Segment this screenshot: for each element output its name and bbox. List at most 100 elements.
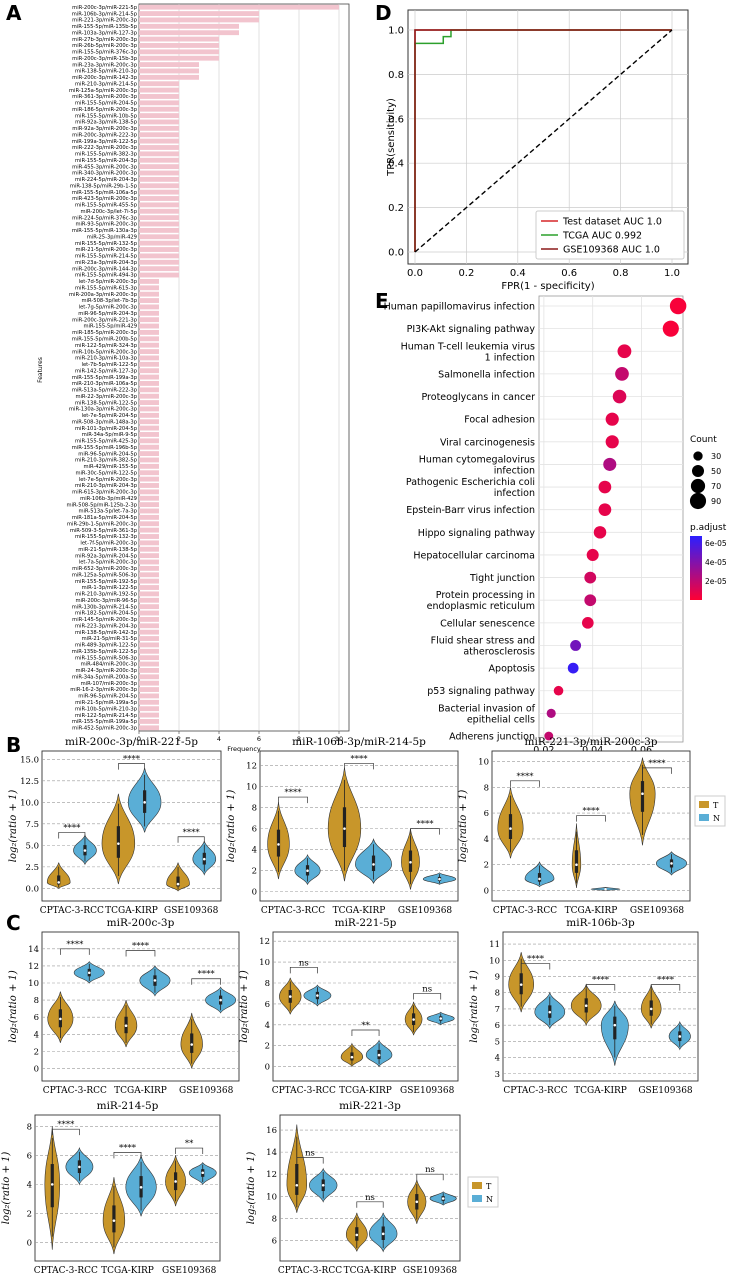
- panel-a-category-label: miR-10b-5p/miR-210-3p: [75, 706, 138, 712]
- panel-d-legend-label: GSE109368 AUC 1.0: [563, 245, 660, 256]
- panel-a-category-label: miR-210-3p/miR-10a-3p: [75, 356, 138, 362]
- panel-e-term-label: Fluid shear stress and: [431, 635, 535, 646]
- panel-a-bar: [139, 240, 179, 246]
- panel-a-bar: [139, 559, 159, 565]
- panel-a-bar: [139, 489, 159, 495]
- violin-ytick-label: 8: [265, 979, 270, 989]
- panel-a-bar: [139, 132, 179, 138]
- panel-e-dot: [586, 548, 599, 561]
- violin-ylabel: log₂(ratio + 1): [8, 970, 19, 1043]
- panel-a-category-label: miR-16-2-3p/miR-200c-3p: [70, 687, 137, 693]
- panel-a-bar: [139, 208, 179, 214]
- violin-group-label: TCGA-KIRP: [114, 1086, 167, 1096]
- violin-ytick-label: 0: [265, 1063, 270, 1073]
- violin-sig-bracket: [118, 763, 145, 770]
- violin-ytick-label: 12: [266, 1170, 277, 1180]
- violin-median: [509, 827, 512, 830]
- panel-letter-a: A: [6, 1, 22, 25]
- panel-a-category-label: miR-155-5p/miR-106a-5p: [72, 190, 138, 196]
- violin-legend-label-t: T: [486, 1182, 492, 1191]
- panel-e-term-label: Human cytomegalovirus: [419, 454, 535, 465]
- panel-a-bar: [139, 412, 159, 418]
- panel-a-category-label: miR-200c-3p/miR-144-3p: [72, 266, 138, 272]
- panel-e-count-legend-dot: [690, 478, 706, 494]
- panel-letter-c: C: [6, 911, 21, 935]
- panel-a-category-label: miR-210-3p/miR-106a-5p: [72, 381, 138, 387]
- panel-d-ytick-label: 0.4: [388, 159, 404, 170]
- panel-a-category-label: miR-185-5p/miR-200c-3p: [72, 330, 138, 336]
- panel-a-bar: [139, 138, 179, 144]
- violin-group-label: GSE109368: [403, 1266, 458, 1276]
- violin-ytick-label: 7.5: [25, 820, 39, 830]
- violin-ytick-label: 10: [246, 783, 257, 793]
- panel-a-bar: [139, 508, 159, 514]
- violin-sig-label: ns: [305, 1149, 315, 1159]
- panel-a-category-label: let-7b-5p/miR-122-5p: [82, 362, 138, 368]
- violin-ytick-label: 10: [478, 757, 489, 767]
- violin-sig-label: ns: [365, 1193, 375, 1203]
- panel-e-term-label: Salmonella infection: [438, 369, 535, 380]
- panel-a-bar: [139, 272, 179, 278]
- violin-median: [316, 994, 319, 997]
- panel-a-bar: [139, 11, 259, 16]
- panel-e-padj-legend-title: p.adjust: [690, 523, 727, 533]
- panel-a-bar: [139, 62, 199, 68]
- violin-sig-label: **: [185, 1139, 194, 1149]
- panel-a-bar: [139, 578, 159, 584]
- violin-ytick-label: 4: [265, 1021, 270, 1031]
- panel-a-bar: [139, 502, 159, 508]
- violin-median: [57, 881, 61, 884]
- panel-a-bar: [139, 719, 159, 724]
- violin-group-label: GSE109368: [164, 906, 219, 916]
- panel-d-roc-curve: [414, 29, 672, 252]
- panel-a-category-label: miR-96-5p/miR-204-5p: [78, 694, 137, 700]
- violin-ytick-label: 6: [265, 1000, 270, 1010]
- panel-a-category-label: miR-155-5p/miR-199a-5p: [72, 719, 138, 725]
- panel-a-bar: [139, 610, 159, 616]
- panel-a-category-label: miR-103a-3p/miR-127-3p: [72, 30, 138, 36]
- violin-median: [519, 983, 523, 986]
- panel-e-term-label: Tight junction: [469, 573, 535, 584]
- panel-a-category-label: miR-122-5p/miR-214-5p: [75, 713, 138, 719]
- violin-ytick-label: 2: [252, 867, 257, 877]
- panel-a-bar: [139, 259, 179, 265]
- panel-d-ytick-label: 0.2: [388, 203, 404, 214]
- violin-legend-swatch-n: [699, 814, 709, 821]
- panel-a-bar: [139, 157, 179, 163]
- violin-median: [321, 1183, 325, 1187]
- panel-a-bar: [139, 565, 159, 571]
- panel-a-bar: [139, 387, 159, 393]
- panel-e-term-label: Human T-cell leukemia virus: [401, 341, 535, 352]
- violin-sig-bracket: [278, 796, 308, 804]
- panel-a-category-label: miR-223-3p/miR-204-3p: [75, 623, 138, 629]
- panel-a-bar: [139, 125, 179, 131]
- panel-a-bar: [139, 457, 159, 463]
- panel-e-term-label: Cellular senescence: [440, 618, 535, 629]
- panel-a-category-label: miR-221-3p/miR-200c-3p: [72, 18, 138, 24]
- violin-sig-bracket: [177, 836, 205, 843]
- violin-group-label: TCGA-KIRP: [565, 906, 618, 916]
- violin-box: [176, 876, 180, 887]
- panel-a-category-label: miR-200c-3p/miR-96-5p: [75, 598, 137, 604]
- panel-d-chance-line: [414, 29, 673, 253]
- violin-title: miR-200c-3p: [107, 917, 175, 929]
- panel-a-bar: [139, 55, 219, 61]
- panel-a-category-label: miR-29b-1-5p/miR-200c-3p: [67, 521, 138, 527]
- panel-a-category-label: miR-155-5p/miR-214-5p: [75, 254, 138, 260]
- panel-a-bar: [139, 266, 179, 272]
- violin-ytick-label: 11: [489, 940, 500, 950]
- panel-a-bar: [139, 451, 159, 457]
- panel-a-bar: [139, 323, 159, 329]
- panel-e-count-legend-title: Count: [690, 435, 717, 445]
- panel-a-category-label: miR-200a-3p/miR-200c-3p: [69, 292, 138, 298]
- violin-legend-swatch-t: [472, 1182, 482, 1189]
- panel-e-term-label: Protein processing in: [436, 590, 535, 601]
- violin-title: miR-214-5p: [97, 1100, 159, 1112]
- panel-a-category-label: miR-138-5p/miR-122-5p: [75, 400, 138, 406]
- violin-sig-label: ****: [132, 942, 150, 952]
- panel-d-xtick-label: 1.0: [664, 268, 680, 279]
- panel-a-bar: [139, 215, 179, 221]
- panel-letter-e: E: [375, 289, 389, 313]
- violin-median: [538, 877, 541, 881]
